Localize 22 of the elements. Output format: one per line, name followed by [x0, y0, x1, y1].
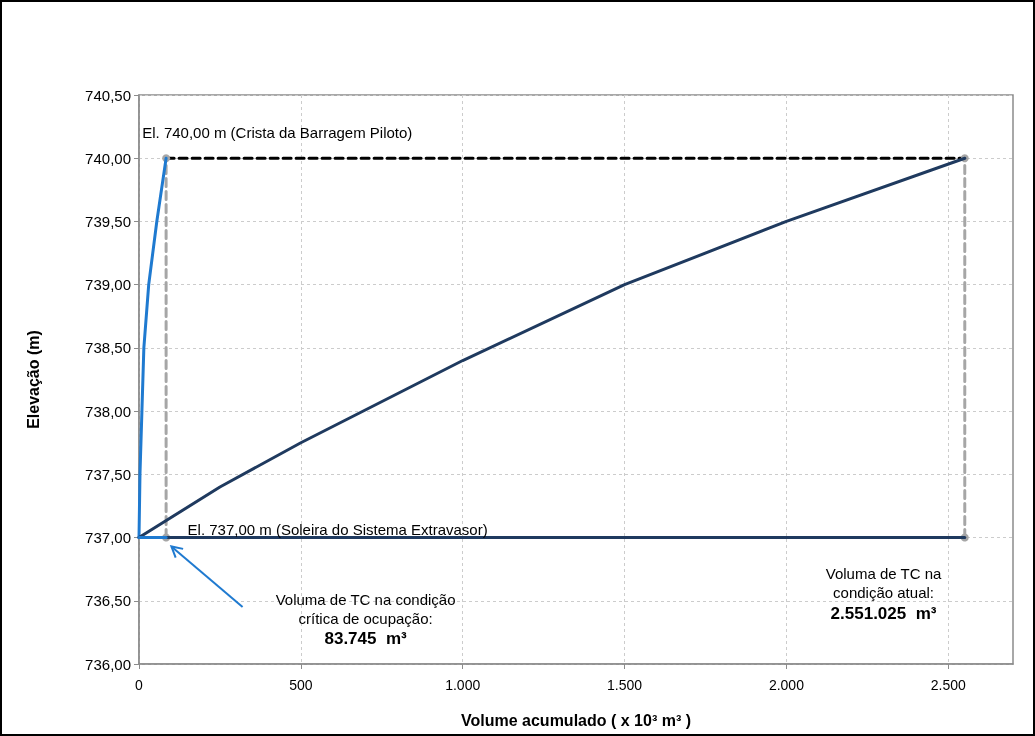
y-tick-label: 740,50: [85, 86, 131, 104]
x-tick-label: 2.500: [930, 677, 966, 693]
annotation: El. 737,00 m (Soleira do Sistema Extravasor): [187, 521, 488, 539]
y-tick-label: 738,50: [85, 339, 131, 357]
y-tick-label: 739,50: [85, 212, 131, 230]
y-tick-label: 737,50: [85, 465, 131, 483]
x-axis-title: Volume acumulado ( x 10³ m³ ): [461, 711, 691, 729]
annotation: Voluma de TC na condição crítica de ocupação: 83.745 m³: [275, 590, 456, 649]
y-tick-label: 738,00: [85, 402, 131, 420]
x-tick-label: 2.000: [768, 677, 805, 693]
y-tick-label: 736,00: [85, 655, 131, 673]
annotation: El. 740,00 m (Crista da Barragem Piloto): [142, 124, 413, 142]
y-tick-label: 737,00: [85, 529, 131, 547]
y-tick-label: 736,50: [85, 592, 131, 610]
x-tick-label: 1.500: [607, 677, 643, 693]
y-tick-label: 739,00: [85, 276, 131, 294]
y-tick-label: 740,00: [85, 149, 131, 167]
x-tick-label: 500: [289, 677, 313, 693]
y-axis-title: Elevação (m): [24, 330, 42, 429]
annotation: Voluma de TC na condição atual: 2.551.025 m³: [825, 565, 942, 623]
x-tick-label: 1.000: [445, 677, 481, 693]
x-tick-label: 0: [135, 677, 144, 693]
